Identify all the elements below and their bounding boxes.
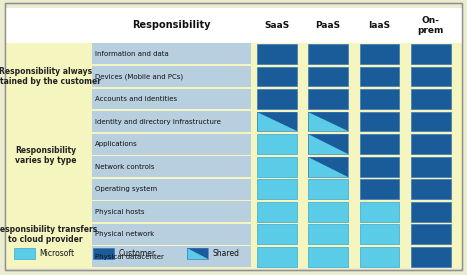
FancyBboxPatch shape <box>308 224 348 244</box>
Polygon shape <box>187 248 208 258</box>
FancyBboxPatch shape <box>257 134 297 154</box>
FancyBboxPatch shape <box>92 134 251 155</box>
FancyBboxPatch shape <box>411 67 451 86</box>
Text: Customer: Customer <box>119 249 156 258</box>
FancyBboxPatch shape <box>92 201 251 222</box>
FancyBboxPatch shape <box>411 134 451 154</box>
FancyBboxPatch shape <box>257 179 297 199</box>
Text: IaaS: IaaS <box>368 21 390 30</box>
FancyBboxPatch shape <box>257 202 297 222</box>
FancyBboxPatch shape <box>93 248 114 258</box>
FancyBboxPatch shape <box>5 110 462 111</box>
FancyBboxPatch shape <box>257 112 297 131</box>
FancyBboxPatch shape <box>257 247 297 267</box>
Text: Devices (Mobile and PCs): Devices (Mobile and PCs) <box>95 73 183 80</box>
FancyBboxPatch shape <box>308 202 348 222</box>
FancyBboxPatch shape <box>5 43 462 110</box>
FancyBboxPatch shape <box>360 247 399 267</box>
Polygon shape <box>257 112 297 131</box>
FancyBboxPatch shape <box>360 134 399 154</box>
FancyBboxPatch shape <box>92 156 251 177</box>
FancyBboxPatch shape <box>411 44 451 64</box>
FancyBboxPatch shape <box>5 110 462 200</box>
FancyBboxPatch shape <box>411 157 451 177</box>
Text: Accounts and identities: Accounts and identities <box>95 96 177 102</box>
FancyBboxPatch shape <box>92 111 251 132</box>
Text: Responsibility
varies by type: Responsibility varies by type <box>15 146 76 165</box>
FancyBboxPatch shape <box>360 112 399 131</box>
Text: Responsibility: Responsibility <box>132 20 211 31</box>
FancyBboxPatch shape <box>308 247 348 267</box>
Text: Applications: Applications <box>95 141 138 147</box>
FancyBboxPatch shape <box>360 67 399 86</box>
Text: Shared: Shared <box>212 249 240 258</box>
FancyBboxPatch shape <box>257 89 297 109</box>
Text: Physical hosts: Physical hosts <box>95 209 144 215</box>
Text: PaaS: PaaS <box>316 21 340 30</box>
FancyBboxPatch shape <box>14 248 35 258</box>
FancyBboxPatch shape <box>360 202 399 222</box>
FancyBboxPatch shape <box>411 89 451 109</box>
Text: Physical network: Physical network <box>95 231 154 237</box>
FancyBboxPatch shape <box>92 89 251 109</box>
FancyBboxPatch shape <box>308 157 348 177</box>
FancyBboxPatch shape <box>187 248 208 258</box>
FancyBboxPatch shape <box>308 67 348 86</box>
Polygon shape <box>308 157 348 177</box>
FancyBboxPatch shape <box>308 112 348 131</box>
FancyBboxPatch shape <box>411 179 451 199</box>
Text: Network controls: Network controls <box>95 164 154 170</box>
FancyBboxPatch shape <box>360 157 399 177</box>
FancyBboxPatch shape <box>360 89 399 109</box>
Text: SaaS: SaaS <box>264 21 290 30</box>
Text: Physical datacenter: Physical datacenter <box>95 254 163 260</box>
Polygon shape <box>308 112 348 131</box>
FancyBboxPatch shape <box>92 224 251 245</box>
FancyBboxPatch shape <box>411 202 451 222</box>
FancyBboxPatch shape <box>5 8 462 43</box>
FancyBboxPatch shape <box>5 3 462 270</box>
FancyBboxPatch shape <box>411 112 451 131</box>
FancyBboxPatch shape <box>360 179 399 199</box>
Text: Responsibility transfers
to cloud provider: Responsibility transfers to cloud provid… <box>0 225 97 244</box>
Polygon shape <box>308 134 348 154</box>
FancyBboxPatch shape <box>5 200 462 202</box>
FancyBboxPatch shape <box>308 44 348 64</box>
Text: Operating system: Operating system <box>95 186 157 192</box>
Text: Identity and directory infrastructure: Identity and directory infrastructure <box>95 119 221 125</box>
Text: Microsoft: Microsoft <box>40 249 75 258</box>
FancyBboxPatch shape <box>257 157 297 177</box>
FancyBboxPatch shape <box>360 224 399 244</box>
FancyBboxPatch shape <box>92 43 251 64</box>
FancyBboxPatch shape <box>308 179 348 199</box>
FancyBboxPatch shape <box>5 200 462 268</box>
FancyBboxPatch shape <box>92 179 251 200</box>
FancyBboxPatch shape <box>257 67 297 86</box>
FancyBboxPatch shape <box>360 44 399 64</box>
FancyBboxPatch shape <box>308 89 348 109</box>
Text: Information and data: Information and data <box>95 51 169 57</box>
FancyBboxPatch shape <box>257 224 297 244</box>
FancyBboxPatch shape <box>92 246 251 267</box>
FancyBboxPatch shape <box>92 66 251 87</box>
FancyBboxPatch shape <box>411 247 451 267</box>
Text: Responsibility always
retained by the customer: Responsibility always retained by the cu… <box>0 67 100 86</box>
Text: On-
prem: On- prem <box>417 16 444 35</box>
FancyBboxPatch shape <box>411 224 451 244</box>
FancyBboxPatch shape <box>308 134 348 154</box>
FancyBboxPatch shape <box>257 44 297 64</box>
